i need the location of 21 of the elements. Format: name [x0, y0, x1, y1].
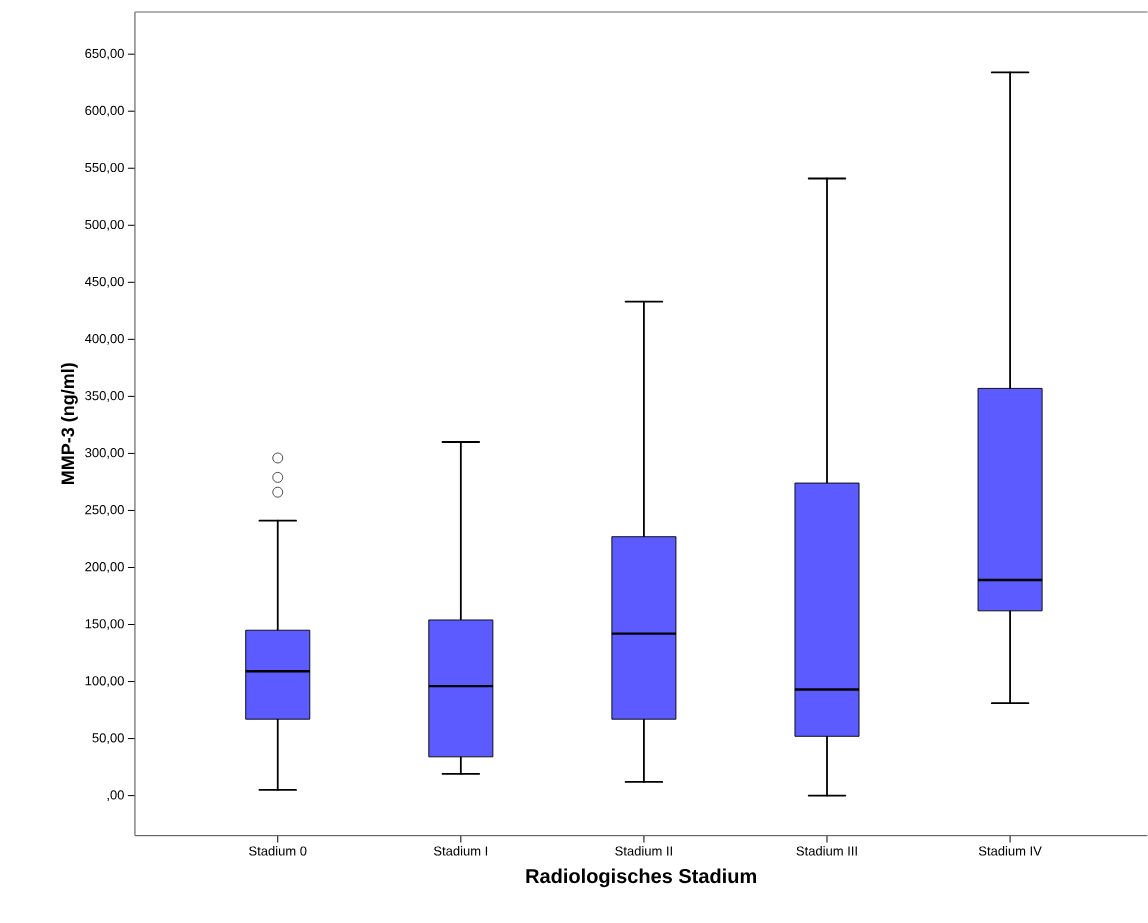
y-tick-label: 150,00 — [85, 619, 124, 631]
y-tick-label: 300,00 — [85, 448, 124, 460]
y-tick-label: 400,00 — [84, 334, 124, 345]
x-tick-label: Stadium IV — [978, 846, 1042, 856]
x-axis-title: Radiologisches Stadium — [526, 868, 756, 888]
y-tick-label: 100,00 — [85, 676, 124, 688]
y-tick-label: 200,00 — [85, 562, 124, 574]
y-tick-label: 500,00 — [85, 220, 124, 231]
y-tick-label: 550,00 — [85, 163, 124, 174]
y-axis-title: MMP-3 (ng/ml) — [60, 363, 78, 485]
y-tick-label: 350,00 — [85, 391, 124, 402]
x-tick-label: Stadium I — [433, 846, 488, 856]
y-tick-label: 250,00 — [85, 505, 124, 517]
y-tick-label: ,00 — [107, 790, 124, 802]
x-tick-label: Stadium III — [796, 846, 857, 856]
y-tick-label: 50,00 — [92, 733, 124, 745]
x-tick-label: Stadium II — [615, 846, 672, 856]
y-tick-label: 450,00 — [84, 277, 124, 288]
y-tick-label: 650,00 — [85, 49, 124, 60]
x-tick-label: Stadium 0 — [249, 846, 307, 856]
y-tick-label: 600,00 — [85, 106, 124, 117]
